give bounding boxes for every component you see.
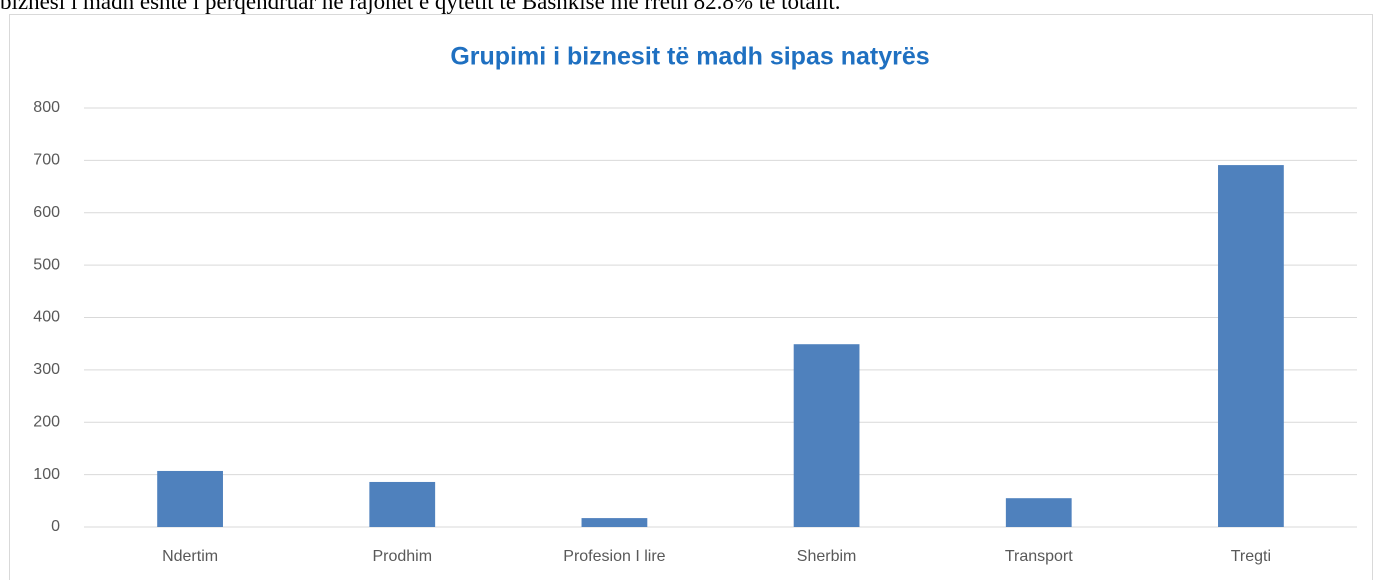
- chart-title: Grupimi i biznesit të madh sipas natyrës: [450, 43, 929, 71]
- x-tick-label: Profesion I lire: [563, 548, 665, 565]
- x-tick-label: Ndertim: [162, 548, 218, 565]
- y-tick-label: 400: [33, 309, 60, 326]
- y-tick-label: 200: [33, 413, 60, 430]
- y-tick-label: 500: [33, 256, 60, 273]
- bar: [157, 470, 223, 527]
- x-tick-label: Transport: [1005, 548, 1073, 565]
- y-tick-label: 100: [33, 466, 60, 483]
- y-tick-label: 0: [51, 518, 60, 535]
- x-tick-label: Tregti: [1231, 548, 1271, 565]
- y-tick-label: 600: [33, 204, 60, 221]
- bar: [581, 518, 648, 527]
- bar: [1218, 165, 1284, 527]
- y-tick-label: 300: [33, 361, 60, 378]
- bar: [369, 481, 436, 527]
- y-tick-label: 800: [33, 99, 60, 116]
- document-text: biznesi i madh është i përqendruar në ra…: [0, 0, 841, 14]
- y-tick-label: 700: [33, 152, 60, 169]
- bar: [1005, 498, 1072, 527]
- bar: [793, 344, 860, 527]
- chart-frame: [9, 14, 1373, 580]
- x-tick-label: Prodhim: [372, 548, 432, 565]
- x-tick-label: Sherbim: [797, 548, 857, 565]
